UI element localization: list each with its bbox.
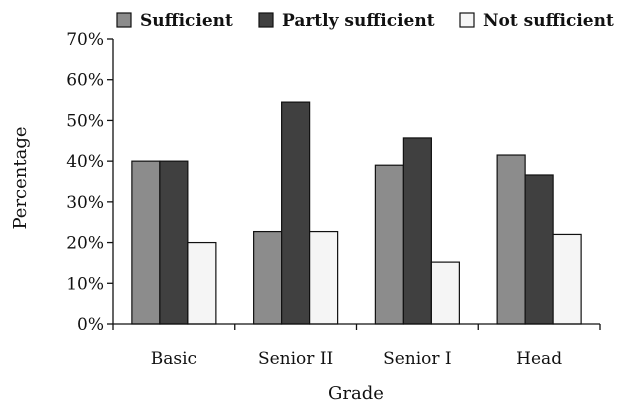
y-tick-label: 10% — [66, 274, 104, 294]
legend-label-partly-sufficient: Partly sufficient — [282, 11, 435, 31]
y-tick-label: 70% — [66, 30, 104, 50]
x-axis-title: Grade — [328, 383, 384, 404]
y-tick-label: 20% — [66, 234, 104, 254]
legend-swatch-not-sufficient — [459, 12, 475, 28]
bar-sufficient-head — [496, 154, 526, 325]
y-tick-label: 40% — [66, 152, 104, 172]
legend: Sufficient Partly sufficient Not sufficien… — [116, 11, 614, 31]
legend-label-not-sufficient: Not sufficient — [483, 11, 614, 31]
bar-sufficient-basic — [131, 160, 161, 325]
legend-label-sufficient: Sufficient — [140, 11, 233, 31]
bar-not-sufficient-basic — [187, 241, 217, 325]
bar-not-sufficient-senior-ii — [309, 230, 339, 325]
legend-swatch-partly-sufficient — [258, 12, 274, 28]
bars — [131, 101, 582, 325]
y-tick-label: 50% — [66, 111, 104, 131]
bar-not-sufficient-head — [552, 233, 582, 325]
y-tick-label: 30% — [66, 193, 104, 213]
x-tick-label: Senior I — [383, 349, 452, 369]
x-tick-label: Head — [516, 349, 562, 369]
bar-partly-sufficient-head — [524, 174, 554, 325]
legend-swatch-sufficient — [116, 12, 132, 28]
y-axis-title: Percentage — [10, 126, 31, 229]
x-tick-label: Senior II — [258, 349, 333, 369]
x-axis: Basic Senior II Senior I Head — [112, 323, 601, 369]
bar-partly-sufficient-basic — [159, 160, 189, 325]
bar-partly-sufficient-senior-i — [402, 137, 432, 325]
y-axis: 0% 10% 20% 30% 40% 50% 60% 70% — [66, 30, 114, 335]
bar-sufficient-senior-i — [374, 164, 404, 325]
bar-not-sufficient-senior-i — [430, 261, 460, 325]
y-tick-label: 60% — [66, 71, 104, 91]
bar-partly-sufficient-senior-ii — [281, 101, 311, 325]
x-tick-label: Basic — [151, 349, 197, 369]
y-tick-label: 0% — [77, 315, 104, 335]
bar-sufficient-senior-ii — [253, 230, 283, 325]
